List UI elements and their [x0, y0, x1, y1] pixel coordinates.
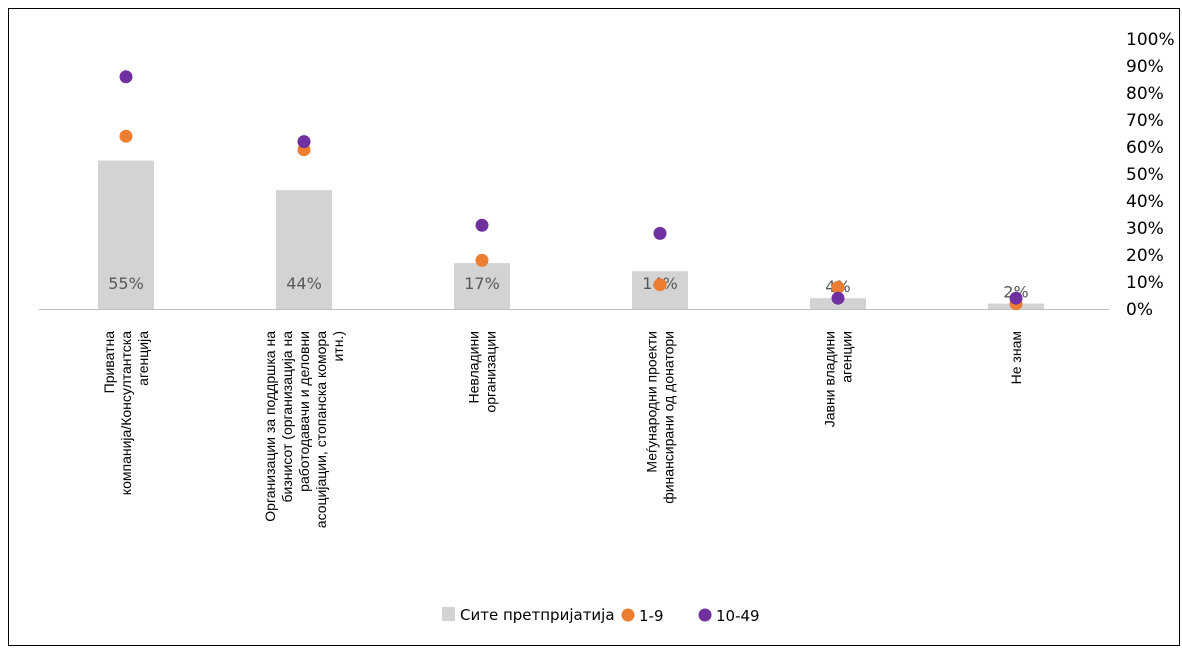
- category-label-line: Приватна: [101, 331, 117, 394]
- bar: [276, 190, 332, 309]
- category-label: Организации за поддршка на бизнисот (орга…: [262, 331, 346, 528]
- y-tick-label: 0%: [1126, 300, 1153, 320]
- category-label-line: бизнисот (организација на: [279, 331, 295, 503]
- legend-dot-10-49: [698, 608, 712, 622]
- category-label-line: организации: [483, 331, 499, 413]
- legend-label: Сите претпријатија: [460, 606, 615, 624]
- y-tick-label: 40%: [1126, 192, 1164, 212]
- category-label: Приватна компанија/Консултантска агенција: [101, 331, 151, 495]
- legend-bar-swatch: [442, 607, 455, 621]
- category-label-line: Меѓународни проекти: [644, 331, 660, 473]
- legend-dot-1-9: [621, 608, 635, 622]
- category-label-line: итн.): [330, 331, 346, 362]
- category-label-line: асоцијации, стопанска комора: [313, 331, 329, 528]
- category-label-line: агенции: [839, 331, 855, 383]
- y-tick-label: 100%: [1126, 30, 1175, 50]
- point-10-49: [475, 218, 489, 232]
- bar: [454, 263, 510, 309]
- category-label-line: Невладини: [466, 331, 482, 404]
- y-tick-label: 60%: [1126, 138, 1164, 158]
- category-label-line: финансирани од донатори: [661, 331, 677, 504]
- bar-data-label: 44%: [286, 274, 322, 293]
- category-label-line: Организации за поддршка на: [262, 331, 278, 522]
- y-tick-label: 10%: [1126, 273, 1164, 293]
- point-10-49: [653, 226, 667, 240]
- y-tick-label: 30%: [1126, 219, 1164, 239]
- point-1-9: [831, 280, 845, 294]
- category-label-line: работодавачи и деловни: [296, 331, 312, 492]
- category-label: Невладини организации: [466, 331, 499, 413]
- point-10-49: [297, 135, 311, 149]
- bar-data-label: 17%: [464, 274, 500, 293]
- y-tick-label: 90%: [1126, 57, 1164, 77]
- category-label: Меѓународни проекти финансирани од донато…: [644, 331, 677, 504]
- point-10-49: [831, 291, 845, 305]
- y-tick-label: 50%: [1126, 165, 1164, 185]
- legend-label: 1-9: [639, 607, 664, 625]
- chart-frame: 0% 10% 20% 30% 40% 50% 60% 70% 80% 90% 100% 55% 44% 1…: [8, 8, 1180, 646]
- category-label-line: агенција: [135, 331, 151, 386]
- category-label-line: Јавни владини: [822, 331, 838, 427]
- bar: [98, 160, 154, 309]
- y-tick-label: 80%: [1126, 84, 1164, 104]
- point-1-9: [475, 253, 489, 267]
- bar-data-label: 55%: [108, 274, 144, 293]
- legend-label: 10-49: [716, 607, 760, 625]
- chart: 0% 10% 20% 30% 40% 50% 60% 70% 80% 90% 100% 55% 44% 1…: [39, 30, 1175, 625]
- category-label-line: компанија/Консултантска: [118, 331, 134, 495]
- point-10-49: [1009, 291, 1023, 305]
- y-tick-label: 70%: [1126, 111, 1164, 131]
- category-label-line: Не знам: [1008, 331, 1024, 384]
- category-label: Не знам: [1008, 331, 1024, 384]
- point-1-9: [653, 278, 667, 292]
- point-10-49: [119, 70, 133, 84]
- category-label: Јавни владини агенции: [822, 331, 855, 427]
- y-tick-label: 20%: [1126, 246, 1164, 266]
- point-1-9: [119, 129, 133, 143]
